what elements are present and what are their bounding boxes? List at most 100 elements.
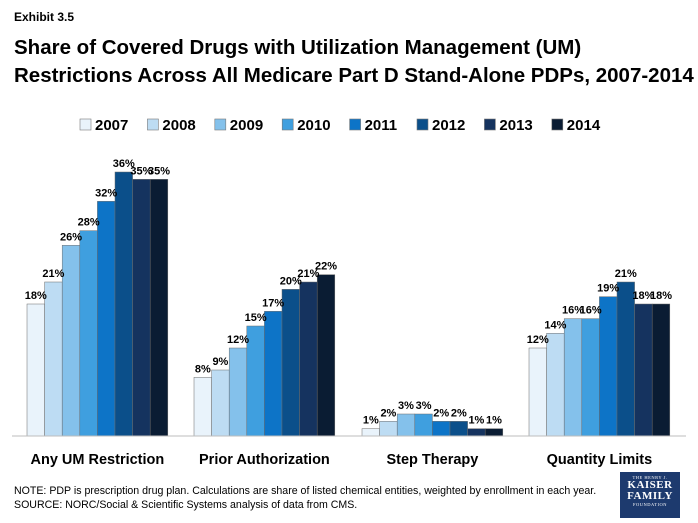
value-label-2013-1: 21% [297,268,319,280]
bar-2008-3 [546,333,565,437]
legend-swatch-2013 [484,118,496,131]
value-label-2013-2: 1% [468,415,484,427]
value-label-2011-3: 19% [597,283,619,295]
value-label-2009-0: 26% [60,231,82,243]
legend-label-2008: 2008 [162,117,195,134]
value-label-2011-2: 2% [433,407,449,419]
bar-2012-0 [114,171,133,437]
bar-2007-3 [528,347,547,437]
value-label-2014-3: 18% [650,290,672,302]
chart-legend: 2007 2008 2009 2010 2011 2012 2013 2014 [79,117,601,134]
note-text: NOTE: PDP is prescription drug plan. Cal… [14,485,597,497]
value-label-2008-0: 21% [42,268,64,280]
value-label-2007-1: 8% [195,363,211,375]
value-label-2010-1: 15% [245,312,267,324]
bar-2012-3 [616,281,635,437]
category-label-3: Quantity Limits [547,452,653,468]
legend-swatch-2007 [79,118,92,131]
bar-2009-0 [61,245,81,437]
value-label-2008-2: 2% [380,407,396,419]
value-label-2007-3: 12% [527,334,549,346]
legend-swatch-2012 [416,118,429,131]
value-label-2012-3: 21% [615,268,637,280]
value-label-2009-1: 12% [227,334,249,346]
legend-label-2012: 2012 [432,117,465,134]
logo-line-2: FAMILY [627,490,673,502]
chart-bars [26,171,671,437]
bar-2012-2 [449,421,468,437]
chart-title: Share of Covered Drugs with Utilization … [14,34,694,90]
value-label-2011-1: 17% [262,297,284,309]
value-label-2008-1: 9% [212,356,228,368]
value-label-2013-0: 35% [130,165,152,177]
value-label-2014-1: 22% [315,261,337,273]
bar-2008-0 [44,281,63,437]
value-label-2012-2: 2% [451,407,467,419]
value-label-2007-0: 18% [25,290,47,302]
logo-line-1: KAISER [627,479,673,491]
bar-2014-0 [149,179,169,437]
value-label-2010-3: 16% [580,305,602,317]
bar-2013-3 [634,303,653,437]
value-label-2012-0: 36% [113,158,135,170]
value-label-2010-2: 3% [416,400,432,412]
value-label-2009-2: 3% [398,400,414,412]
bar-2008-1 [211,369,230,437]
value-label-2013-3: 18% [632,290,654,302]
chart-title-line-2: Restrictions Across All Medicare Part D … [14,64,694,87]
bar-2010-2 [414,413,433,437]
legend-label-2013: 2013 [499,117,532,134]
legend-label-2009: 2009 [230,117,263,134]
bar-2007-0 [26,303,45,437]
legend-swatch-2009 [214,118,227,131]
bar-2008-2 [379,421,398,437]
bar-2014-3 [651,303,671,437]
bar-2010-0 [79,230,98,437]
legend-label-2011: 2011 [365,117,398,134]
legend-swatch-2008 [147,118,159,131]
category-label-0: Any UM Restriction [31,452,165,468]
value-label-2007-2: 1% [363,415,379,427]
category-label-2: Step Therapy [386,452,478,468]
bar-2011-2 [432,421,451,437]
bar-2013-1 [299,281,318,437]
kff-logo: THE HENRY J. KAISER FAMILY FOUNDATION [620,472,680,518]
source-text: SOURCE: NORC/Social & Scientific Systems… [14,499,358,511]
bar-2009-2 [396,413,416,437]
bar-2007-1 [193,377,212,437]
value-label-2014-0: 35% [148,165,170,177]
value-label-2014-2: 1% [486,415,502,427]
bar-2007-2 [361,428,380,437]
logo-top-text: THE HENRY J. [632,475,668,480]
footnotes: NOTE: PDP is prescription drug plan. Cal… [14,484,596,512]
chart-title-line-1: Share of Covered Drugs with Utilization … [14,36,582,59]
legend-swatch-2014 [551,118,564,131]
bar-2014-1 [316,274,336,437]
value-label-2008-3: 14% [544,319,566,331]
value-label-2012-1: 20% [280,275,302,287]
bar-2011-0 [97,201,116,437]
bar-2010-3 [581,318,600,437]
bar-2013-2 [467,428,486,437]
bar-2010-1 [246,325,265,437]
exhibit-label: Exhibit 3.5 [14,10,75,24]
bar-2009-3 [563,318,583,437]
bar-2011-1 [264,311,283,437]
value-label-2010-0: 28% [78,217,100,229]
bar-2014-2 [484,428,504,437]
value-label-2009-3: 16% [562,305,584,317]
legend-swatch-2011 [349,118,361,131]
value-label-2011-0: 32% [95,187,117,199]
legend-swatch-2010 [281,118,294,131]
bar-2011-3 [599,296,618,437]
bar-2012-1 [281,289,300,437]
legend-label-2014: 2014 [567,117,601,134]
category-label-1: Prior Authorization [199,452,330,468]
bar-2009-1 [228,347,248,437]
chart-category-labels: Any UM Restriction Prior Authorization Ste… [31,452,653,468]
bar-2013-0 [132,179,151,437]
legend-label-2010: 2010 [297,117,330,134]
logo-bottom-text: FOUNDATION [633,502,667,507]
legend-label-2007: 2007 [95,117,128,134]
